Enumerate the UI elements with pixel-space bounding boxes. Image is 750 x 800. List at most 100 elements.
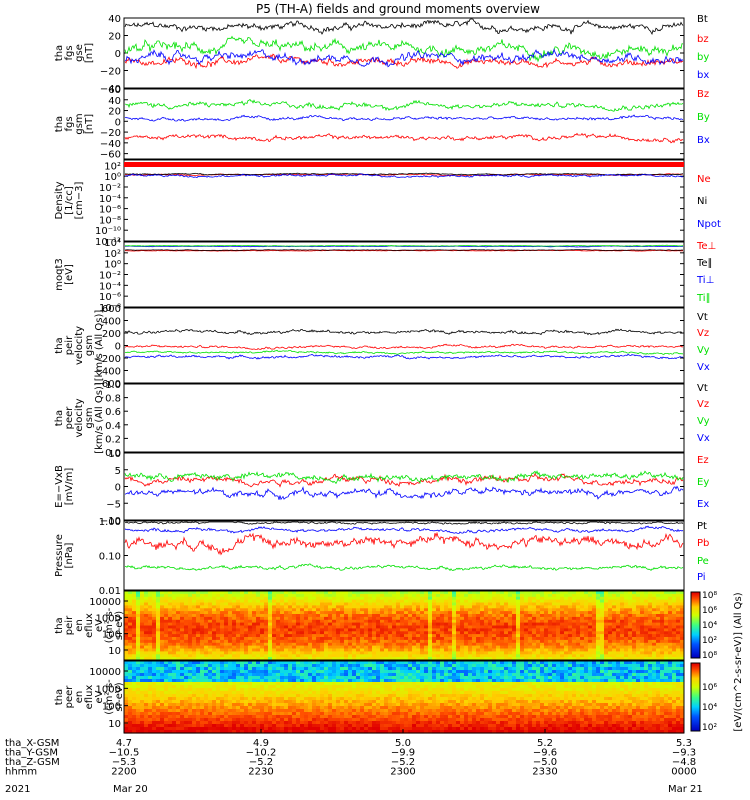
heatmap-cell xyxy=(464,596,468,601)
heatmap-cell xyxy=(252,616,256,621)
heatmap-cell xyxy=(248,664,252,668)
heatmap-cell xyxy=(316,605,320,609)
heatmap-cell xyxy=(348,685,352,689)
heatmap-cell xyxy=(188,648,192,652)
heatmap-cell xyxy=(552,637,556,641)
heatmap-cell xyxy=(204,664,208,668)
heatmap-cell xyxy=(464,625,468,629)
heatmap-cell xyxy=(356,591,360,595)
heatmap-cell xyxy=(332,614,336,618)
heatmap-cell xyxy=(168,700,172,704)
heatmap-cell xyxy=(200,619,204,624)
heatmap-cell xyxy=(232,648,236,652)
heatmap-cell xyxy=(328,591,332,595)
heatmap-cell xyxy=(476,602,480,606)
heatmap-cell xyxy=(548,596,552,601)
heatmap-cell xyxy=(188,685,192,689)
heatmap-cell xyxy=(528,605,532,609)
heatmap-cell xyxy=(388,657,392,661)
y-axis-label: velocity xyxy=(74,326,85,365)
heatmap-cell xyxy=(296,700,300,704)
heatmap-cell xyxy=(508,616,512,621)
heatmap-cell xyxy=(196,727,200,731)
heatmap-cell xyxy=(176,706,180,710)
heatmap-cell xyxy=(520,599,524,604)
heatmap-cell xyxy=(568,637,572,641)
heatmap-cell xyxy=(372,651,376,655)
heatmap-cell xyxy=(348,634,352,638)
heatmap-cell xyxy=(436,657,440,661)
heatmap-cell xyxy=(224,724,228,728)
heatmap-cell xyxy=(544,657,548,661)
heatmap-cell xyxy=(456,599,460,604)
heatmap-cell xyxy=(544,637,548,641)
heatmap-cell xyxy=(216,622,220,627)
heatmap-cell xyxy=(484,634,488,638)
heatmap-cell xyxy=(536,634,540,638)
heatmap-cell xyxy=(208,712,212,716)
heatmap-cell xyxy=(220,637,224,641)
heatmap-cell xyxy=(248,682,252,686)
heatmap-cell xyxy=(136,631,140,635)
heatmap-cell xyxy=(336,703,340,707)
heatmap-cell xyxy=(364,651,368,655)
heatmap-cell xyxy=(260,724,264,728)
heatmap-cell xyxy=(128,730,132,734)
heatmap-cell xyxy=(304,622,308,627)
heatmap-cell xyxy=(344,625,348,629)
heatmap-cell xyxy=(288,664,292,668)
heatmap-cell xyxy=(132,730,136,734)
heatmap-cell xyxy=(284,664,288,668)
heatmap-cell xyxy=(192,712,196,716)
heatmap-cell xyxy=(316,614,320,618)
heatmap-cell xyxy=(624,596,628,601)
heatmap-cell xyxy=(200,712,204,716)
heatmap-cell xyxy=(352,602,356,606)
heatmap-cell xyxy=(152,688,156,692)
heatmap-cell xyxy=(328,605,332,609)
heatmap-cell xyxy=(216,639,220,644)
heatmap-cell xyxy=(604,625,608,629)
heatmap-cell xyxy=(156,673,160,677)
heatmap-cell xyxy=(348,715,352,719)
heatmap-cell xyxy=(192,637,196,641)
heatmap-cell xyxy=(420,642,424,647)
heatmap-cell xyxy=(480,608,484,612)
heatmap-cell xyxy=(540,657,544,661)
heatmap-cell xyxy=(224,651,228,655)
heatmap-cell xyxy=(200,730,204,734)
heatmap-cell xyxy=(516,591,520,595)
y-tick-label: 0 xyxy=(115,342,121,353)
heatmap-cell xyxy=(128,697,132,701)
heatmap-cell xyxy=(272,730,276,734)
series-line-Npot xyxy=(124,173,684,179)
heatmap-cell xyxy=(356,628,360,632)
heatmap-cell xyxy=(316,709,320,713)
heatmap-cell xyxy=(628,637,632,641)
heatmap-cell xyxy=(452,596,456,601)
heatmap-cell xyxy=(192,628,196,632)
heatmap-cell xyxy=(212,605,216,609)
heatmap-cell xyxy=(160,631,164,635)
heatmap-cell xyxy=(644,611,648,615)
heatmap-cell xyxy=(472,614,476,618)
heatmap-cell xyxy=(356,614,360,618)
heatmap-cell xyxy=(180,715,184,719)
heatmap-cell xyxy=(244,645,248,650)
heatmap-cell xyxy=(436,642,440,647)
heatmap-cell xyxy=(300,614,304,618)
heatmap-cell xyxy=(320,679,324,683)
heatmap-cell xyxy=(284,709,288,713)
heatmap-cell xyxy=(556,654,560,658)
heatmap-cell xyxy=(308,639,312,644)
heatmap-cell xyxy=(264,657,268,661)
heatmap-cell xyxy=(132,697,136,701)
heatmap-cell xyxy=(636,651,640,655)
heatmap-cell xyxy=(304,673,308,677)
heatmap-cell xyxy=(212,619,216,624)
heatmap-cell xyxy=(124,657,128,661)
heatmap-cell xyxy=(236,721,240,725)
heatmap-cell xyxy=(152,625,156,629)
heatmap-cell xyxy=(540,608,544,612)
heatmap-cell xyxy=(472,605,476,609)
